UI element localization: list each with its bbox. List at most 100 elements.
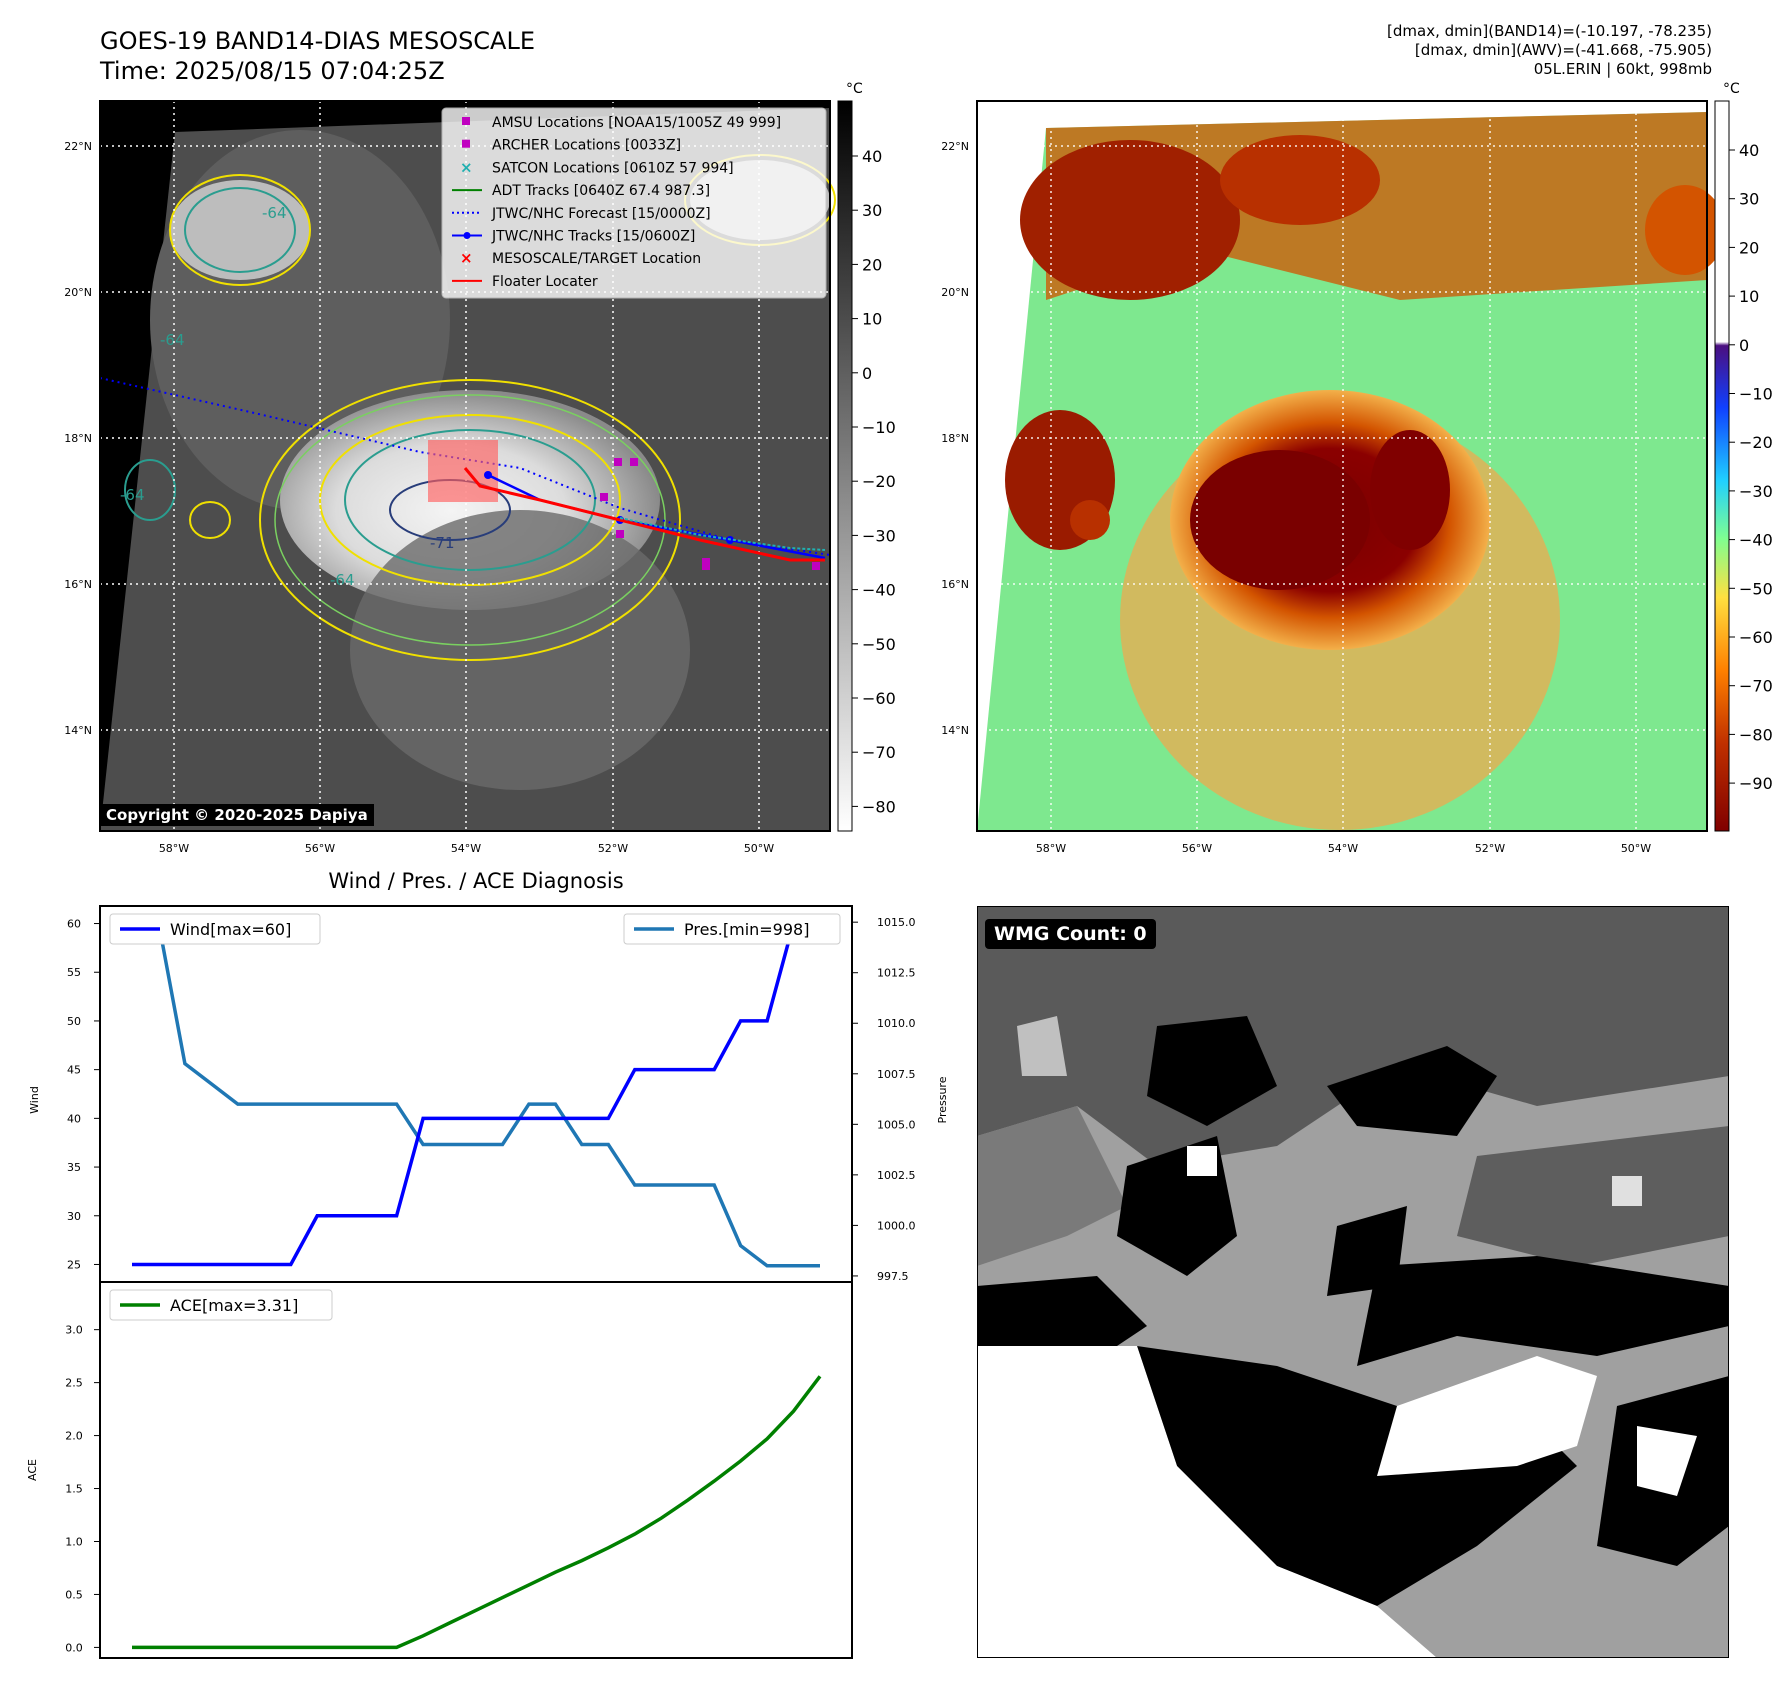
diagnosis-panel: Wind / Pres. / ACE Diagnosis 60 55 50 45 40 35… [26, 869, 949, 1659]
legend-item: ARCHER Locations [0033Z] [462, 138, 681, 154]
pressure-tick-label: 997.5 [877, 1270, 909, 1283]
colorbar-tick-label: −40 [862, 581, 896, 600]
lon-label-right: 50°W [1621, 842, 1651, 855]
colorbar-tick-label: 40 [862, 147, 882, 166]
colorbar-unit: °C [1723, 81, 1740, 97]
legend-marker-dot [463, 232, 471, 239]
wmg-count-badge: WMG Count: 0 [985, 919, 1156, 949]
colorbar-tick-label: −80 [862, 797, 896, 816]
legend-label: AMSU Locations [NOAA15/1005Z 49 999] [492, 115, 781, 131]
legend-item: JTWC/NHC Forecast [15/0000Z] [452, 206, 711, 222]
legend-box [623, 913, 841, 945]
colorbar-tick-label: 0 [1739, 336, 1749, 355]
satcon-points [619, 517, 826, 551]
legend-label: SATCON Locations [0610Z 57 994] [492, 160, 734, 176]
wind-tick-label: 50 [67, 1015, 81, 1028]
legend-marker: × [460, 249, 473, 267]
colorbar-tick-label: 0 [862, 364, 872, 383]
stats-line-1: [dmax, dmin](BAND14)=(-10.197, -78.235) [1387, 22, 1712, 40]
pressure-tick-label: 1012.5 [877, 967, 916, 980]
colorbar-tick-label: −60 [1739, 628, 1773, 647]
legend-label: ADT Tracks [0640Z 67.4 987.3] [492, 183, 710, 199]
lon-label: 50°W [744, 842, 774, 855]
wmg-panel [977, 906, 1729, 1658]
colorbar-tick-label: −10 [1739, 385, 1773, 404]
pressure-tick-label: 1002.5 [877, 1169, 916, 1182]
pressure-series-line [132, 920, 820, 1268]
stats-line-3: 05L.ERIN | 60kt, 998mb [1533, 60, 1712, 78]
wind-tick-label: 30 [67, 1210, 81, 1223]
legend-marker: × [460, 158, 473, 176]
legend-item: ADT Tracks [0640Z 67.4 987.3] [452, 183, 710, 199]
colorbar-unit: °C [846, 81, 863, 97]
colorbar-tick-label: 10 [862, 310, 882, 329]
legend-item: Floater Locater [452, 274, 598, 290]
pressure-legend: Pres.[min=998] [623, 913, 841, 945]
contour-label: -64 [120, 486, 145, 504]
legend-marker [462, 117, 470, 125]
pressure-tick-label: 1010.0 [877, 1017, 916, 1030]
title-line-2: Time: 2025/08/15 07:04:25Z [100, 57, 445, 85]
legend-item: × SATCON Locations [0610Z 57 994] [460, 158, 734, 176]
enhanced-colorbar: °C [1714, 81, 1740, 832]
floater-track [463, 467, 825, 562]
ace-series-line [132, 1375, 822, 1650]
legend-label: Pres.[min=998] [684, 920, 809, 939]
wind-series-line [132, 921, 820, 1267]
mesoscale-target-box [428, 440, 498, 502]
figure-title: GOES-19 BAND14-DIAS MESOSCALE Time: 2025… [100, 26, 535, 86]
colorbar-tick-label: −20 [1739, 433, 1773, 452]
lat-label-right: 22°N [941, 140, 969, 153]
legend-label: Wind[max=60] [170, 920, 291, 939]
colorbar-tick-label: −50 [1739, 579, 1773, 598]
ace-tick-label: 1.0 [65, 1535, 83, 1548]
wind-axis-label: Wind [28, 1086, 41, 1114]
colorbar-tick-label: −90 [1739, 774, 1773, 793]
ace-legend: ACE[max=3.31] [109, 1289, 333, 1321]
legend-label: ACE[max=3.31] [170, 1296, 298, 1315]
pressure-tick-label: 1005.0 [877, 1118, 916, 1131]
lat-label: 14°N [64, 724, 92, 737]
stats-block: [dmax, dmin](BAND14)=(-10.197, -78.235) … [1387, 22, 1712, 79]
pressure-axis-label: Pressure [936, 1076, 949, 1123]
ace-tick-label: 2.5 [65, 1377, 83, 1390]
lon-label: 54°W [451, 842, 481, 855]
wind-tick-label: 55 [67, 966, 81, 979]
contour-label: -64 [262, 204, 287, 222]
contour-label: -71 [430, 534, 455, 552]
wind-legend: Wind[max=60] [109, 913, 321, 945]
colorbar-tick-label: −30 [862, 526, 896, 545]
contour-label: -64 [330, 571, 355, 589]
colorbar-tick-label: −20 [862, 472, 896, 491]
colorbar-tick-label: −70 [1739, 677, 1773, 696]
lat-label: 22°N [64, 140, 92, 153]
ace-tick-label: 3.0 [65, 1324, 83, 1337]
ace-tick-label: 0.0 [65, 1641, 83, 1654]
lat-label: 16°N [64, 578, 92, 591]
colorbar-tick-label: −10 [862, 418, 896, 437]
colorbar-tick-label: 20 [862, 255, 882, 274]
lon-label: 56°W [305, 842, 335, 855]
enhanced-gridlines [977, 101, 1707, 831]
lon-label-right: 54°W [1328, 842, 1358, 855]
colorbar-tick-label: −80 [1739, 725, 1773, 744]
map-legend [441, 107, 827, 299]
legend-item: × MESOSCALE/TARGET Location [460, 249, 701, 267]
wind-tick-label: 45 [67, 1064, 81, 1077]
legend-item: AMSU Locations [NOAA15/1005Z 49 999] [462, 115, 781, 131]
lon-label: 58°W [159, 842, 189, 855]
wind-pressure-axes [99, 905, 853, 1283]
lat-label-right: 18°N [941, 432, 969, 445]
ir-colorbar: °C [837, 81, 863, 832]
colorbar-tick-label: −70 [862, 743, 896, 762]
lat-label: 18°N [64, 432, 92, 445]
lon-label: 52°W [598, 842, 628, 855]
lat-label-right: 20°N [941, 286, 969, 299]
colorbar-tick-label: −60 [862, 689, 896, 708]
lon-label-right: 52°W [1475, 842, 1505, 855]
ace-tick-label: 1.5 [65, 1483, 83, 1496]
wind-tick-label: 35 [67, 1161, 81, 1174]
wind-tick-label: 25 [67, 1258, 81, 1271]
pressure-tick-label: 1015.0 [877, 916, 916, 929]
ace-axis-label: ACE [26, 1459, 39, 1481]
